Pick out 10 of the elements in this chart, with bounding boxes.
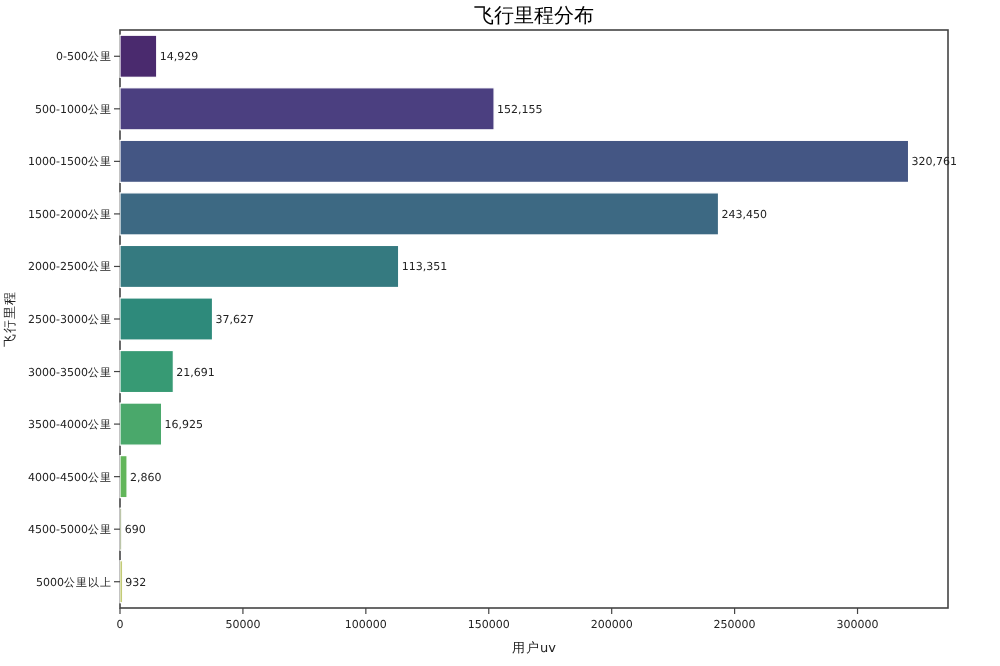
bar xyxy=(119,297,214,341)
bar xyxy=(119,402,163,446)
bar xyxy=(119,34,158,78)
bar xyxy=(119,192,720,236)
bar xyxy=(119,87,495,131)
chart-title: 飞行里程分布 xyxy=(474,4,594,28)
bar xyxy=(119,139,910,183)
bar xyxy=(119,244,400,289)
bar xyxy=(119,455,128,499)
bar xyxy=(119,349,174,394)
